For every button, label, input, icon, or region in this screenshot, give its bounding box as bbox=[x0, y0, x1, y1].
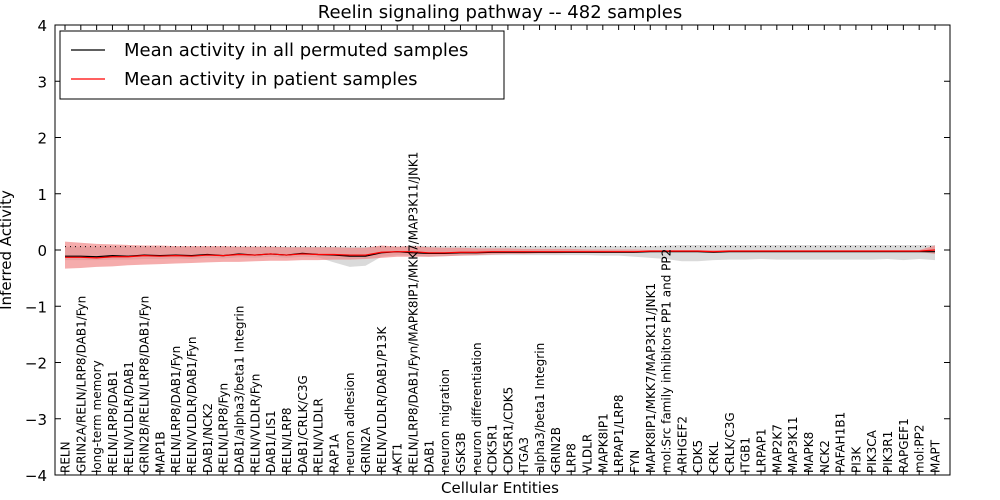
x-tick-label: mol:PP2 bbox=[913, 424, 927, 473]
x-tick-label: GRIN2A bbox=[359, 426, 373, 473]
chart-title: Reelin signaling pathway -- 482 samples bbox=[318, 2, 682, 23]
x-axis-ticks: RELN GRIN2A/RELN/LRP8/DAB1/Fyn long-term m… bbox=[59, 25, 943, 475]
y-axis-label: Inferred Activity bbox=[0, 190, 15, 310]
y-tick-label: 3 bbox=[37, 73, 47, 91]
x-tick-label: LRP8 bbox=[565, 443, 579, 473]
y-tick-label: −3 bbox=[25, 411, 47, 429]
x-tick-label: RAP1A bbox=[327, 433, 341, 473]
x-tick-label: PIK3R1 bbox=[881, 431, 895, 473]
x-tick-label: CDK5R1/CDK5 bbox=[501, 387, 515, 473]
x-tick-label: MAP3K11 bbox=[786, 416, 800, 473]
x-tick-label: MAPK8IP1 bbox=[596, 413, 610, 473]
x-tick-label: RELN/VLDLR bbox=[312, 398, 326, 473]
x-tick-label: PI3K bbox=[849, 446, 863, 473]
x-tick-label: RELN/LRP8/DAB1/Fyn/MAPK8IP1/MKK7/MAP3K11… bbox=[407, 152, 421, 473]
x-tick-label: MAPK8IP1/MKK7/MAP3K11/JNK1 bbox=[644, 283, 658, 473]
y-axis-ticks: −4 −3 −2 −1 0 1 2 3 4 bbox=[25, 17, 950, 485]
x-tick-label: DAB1/NCK2 bbox=[201, 403, 215, 473]
x-tick-label: CDK5 bbox=[691, 440, 705, 473]
x-tick-label: MAPT bbox=[929, 439, 943, 473]
legend-box bbox=[59, 30, 505, 100]
x-tick-label: GRIN2B/RELN/LRP8/DAB1/Fyn bbox=[138, 296, 152, 473]
x-tick-label: PIK3CA bbox=[865, 429, 879, 473]
x-tick-label: mol:Src family inhibitors PP1 and PP2 bbox=[660, 249, 674, 473]
x-tick-label: GRIN2A/RELN/LRP8/DAB1/Fyn bbox=[74, 296, 88, 473]
x-tick-label: alpha3/beta1 Integrin bbox=[533, 343, 547, 473]
x-tick-label: VLDLR bbox=[581, 434, 595, 473]
x-tick-label: DAB1 bbox=[422, 440, 436, 473]
confidence-bands bbox=[65, 241, 935, 269]
x-tick-label: RELN/LRP8/Fyn bbox=[217, 383, 231, 473]
x-tick-label: PAFAH1B1 bbox=[834, 412, 848, 473]
y-tick-label: 2 bbox=[37, 130, 47, 148]
x-tick-label: AKT1 bbox=[391, 443, 405, 473]
x-tick-label: GSK3B bbox=[454, 432, 468, 473]
x-tick-label: RELN bbox=[59, 441, 73, 473]
y-tick-label: 1 bbox=[37, 186, 47, 204]
x-tick-label: RELN/VLDLR/DAB1 bbox=[122, 361, 136, 473]
x-tick-label: RELN/VLDLR/DAB1/Fyn bbox=[185, 337, 199, 473]
y-tick-label: 4 bbox=[37, 17, 47, 35]
x-tick-label: RELN/LRP8/DAB1/Fyn bbox=[169, 346, 183, 473]
x-tick-label: ITGA3 bbox=[517, 437, 531, 473]
x-tick-label: long-term memory bbox=[90, 360, 104, 473]
x-tick-label: RELN/LRP8 bbox=[280, 407, 294, 473]
y-tick-label: −4 bbox=[25, 467, 47, 485]
line-mean-activity-in-patient-samples bbox=[65, 249, 936, 259]
x-tick-label: MAP2K7 bbox=[770, 424, 784, 473]
x-tick-label: NCK2 bbox=[818, 440, 832, 473]
x-tick-label: LRPAP1/LRP8 bbox=[612, 394, 626, 473]
x-tick-label: CRLK/C3G bbox=[723, 412, 737, 473]
x-tick-label: RELN/VLDLR/Fyn bbox=[248, 374, 262, 473]
x-tick-label: CDK5R1 bbox=[486, 424, 500, 473]
x-tick-label: GRIN2B bbox=[549, 427, 563, 473]
x-tick-label: MAP1B bbox=[153, 431, 167, 473]
x-tick-label: neuron adhesion bbox=[343, 372, 357, 473]
x-tick-label: RAPGEF1 bbox=[897, 418, 911, 473]
x-tick-label: FYN bbox=[628, 450, 642, 473]
legend: Mean activity in all permuted samples Me… bbox=[59, 30, 505, 100]
x-tick-label: LRPAP1 bbox=[755, 428, 769, 473]
x-tick-label: RELN/VLDLR/DAB1/P13K bbox=[375, 326, 389, 473]
x-tick-label: DAB1/CRLK/C3G bbox=[296, 375, 310, 473]
series-lines bbox=[65, 249, 936, 259]
x-tick-label: neuron migration bbox=[438, 369, 452, 473]
x-tick-label: DAB1/LIS1 bbox=[264, 410, 278, 473]
legend-label-patient: Mean activity in patient samples bbox=[124, 69, 418, 90]
x-tick-label: ITGB1 bbox=[739, 437, 753, 473]
y-tick-label: −1 bbox=[25, 298, 47, 316]
legend-label-permuted: Mean activity in all permuted samples bbox=[124, 40, 468, 61]
y-tick-label: −2 bbox=[25, 355, 47, 373]
x-tick-label: DAB1/alpha3/beta1 Integrin bbox=[233, 306, 247, 473]
x-tick-label: MAPK8 bbox=[802, 432, 816, 473]
x-tick-label: RELN/LRP8/DAB1 bbox=[106, 370, 120, 473]
x-tick-label: CRKL bbox=[707, 441, 721, 473]
x-tick-label: ARHGEF2 bbox=[675, 416, 689, 473]
x-axis-label: Cellular Entities bbox=[441, 479, 559, 497]
band-mean-activity-in-patient-samples bbox=[65, 241, 935, 269]
y-tick-label: 0 bbox=[37, 242, 47, 260]
x-tick-label: neuron differentiation bbox=[470, 342, 484, 473]
